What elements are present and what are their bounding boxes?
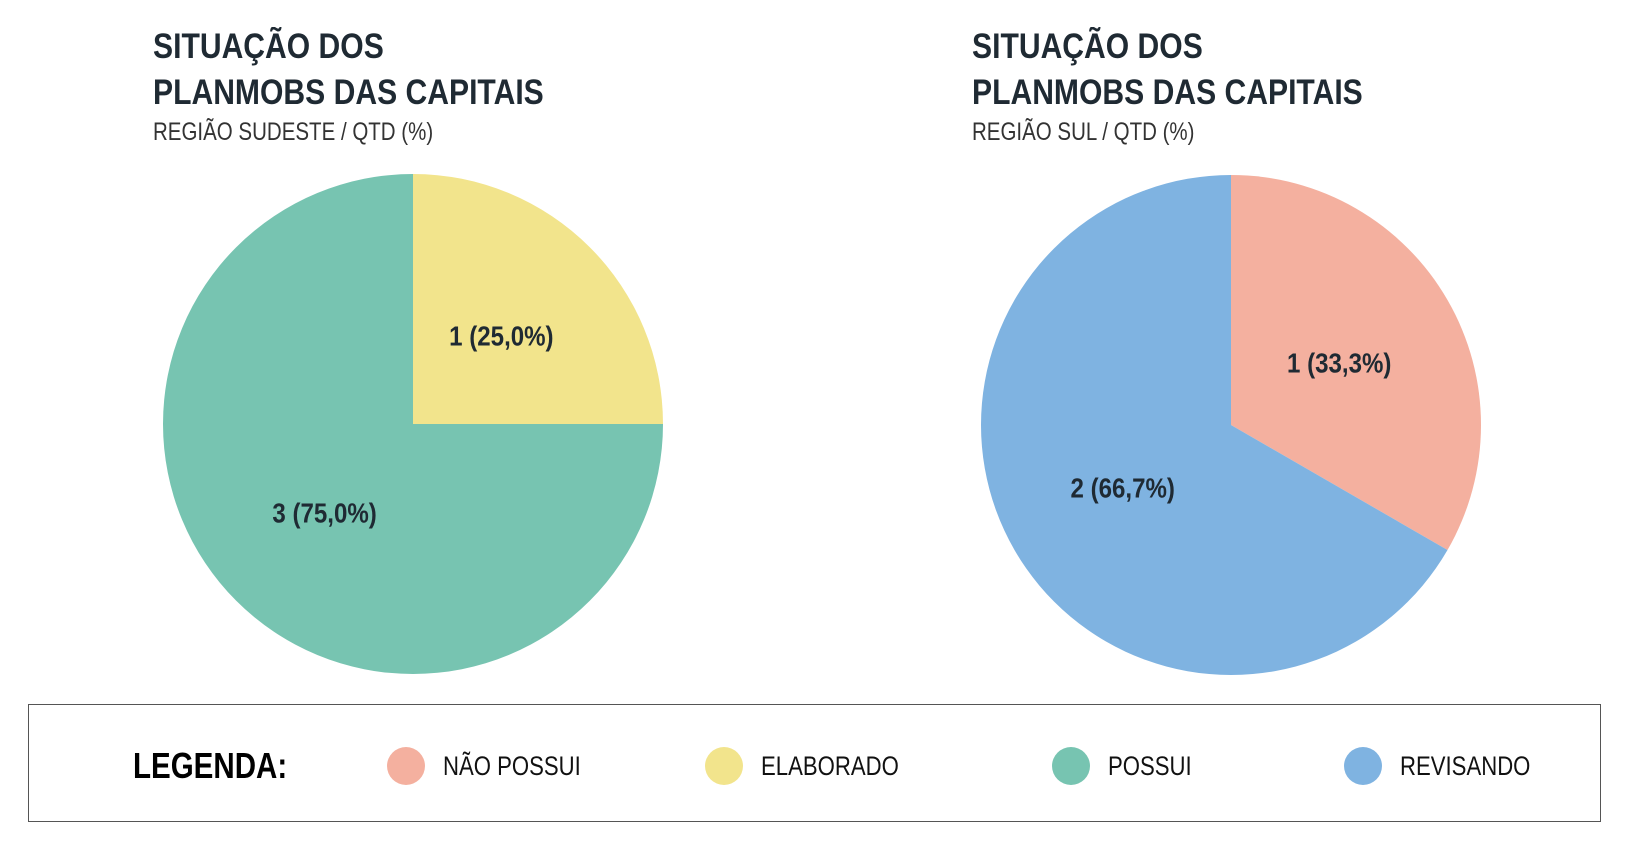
- pie-slice-possui: [163, 174, 663, 674]
- legend-item-revisando: REVISANDO: [1344, 747, 1559, 785]
- chart-title-sudeste: SITUAÇÃO DOS PLANMOBS DAS CAPITAIS: [153, 24, 544, 116]
- legend-item-possui: POSSUI: [1052, 747, 1210, 785]
- legend-title: LEGENDA:: [133, 745, 288, 786]
- chart-title-sul: SITUAÇÃO DOS PLANMOBS DAS CAPITAIS: [972, 24, 1363, 116]
- legend-item-elaborado: ELABORADO: [705, 747, 929, 785]
- title-line-2: PLANMOBS DAS CAPITAIS: [972, 73, 1363, 112]
- title-line-1: SITUAÇÃO DOS: [153, 27, 384, 66]
- pie-slice-n-o-possui: [1231, 175, 1481, 550]
- legend-label: REVISANDO: [1400, 750, 1531, 781]
- legend-swatch: [705, 747, 743, 785]
- title-line-2: PLANMOBS DAS CAPITAIS: [153, 73, 544, 112]
- legend-swatch: [387, 747, 425, 785]
- chart-subtitle-sul: REGIÃO SUL / QTD (%): [972, 118, 1195, 146]
- legend: LEGENDA: NÃO POSSUI ELABORADO POSSUI REV…: [28, 704, 1601, 822]
- pie-charts: 1 (25,0%) 3 (75,0%) 1 (33,3%) 2 (66,7%): [163, 174, 1481, 676]
- legend-label: ELABORADO: [761, 750, 899, 781]
- legend-swatch: [1344, 747, 1382, 785]
- chart-subtitle-sudeste: REGIÃO SUDESTE / QTD (%): [153, 118, 434, 146]
- data-label: 3 (75,0%): [272, 497, 376, 529]
- title-line-1: SITUAÇÃO DOS: [972, 27, 1203, 66]
- data-label: 1 (25,0%): [449, 320, 553, 352]
- legend-label: POSSUI: [1108, 750, 1192, 781]
- data-label: 1 (33,3%): [1287, 347, 1391, 379]
- data-label: 2 (66,7%): [1071, 472, 1175, 504]
- legend-item-nao-possui: NÃO POSSUI: [387, 747, 611, 785]
- legend-swatch: [1052, 747, 1090, 785]
- legend-label: NÃO POSSUI: [443, 750, 581, 781]
- pie-slice-revisando: [980, 175, 1448, 676]
- pie-slice-elaborado: [413, 174, 663, 424]
